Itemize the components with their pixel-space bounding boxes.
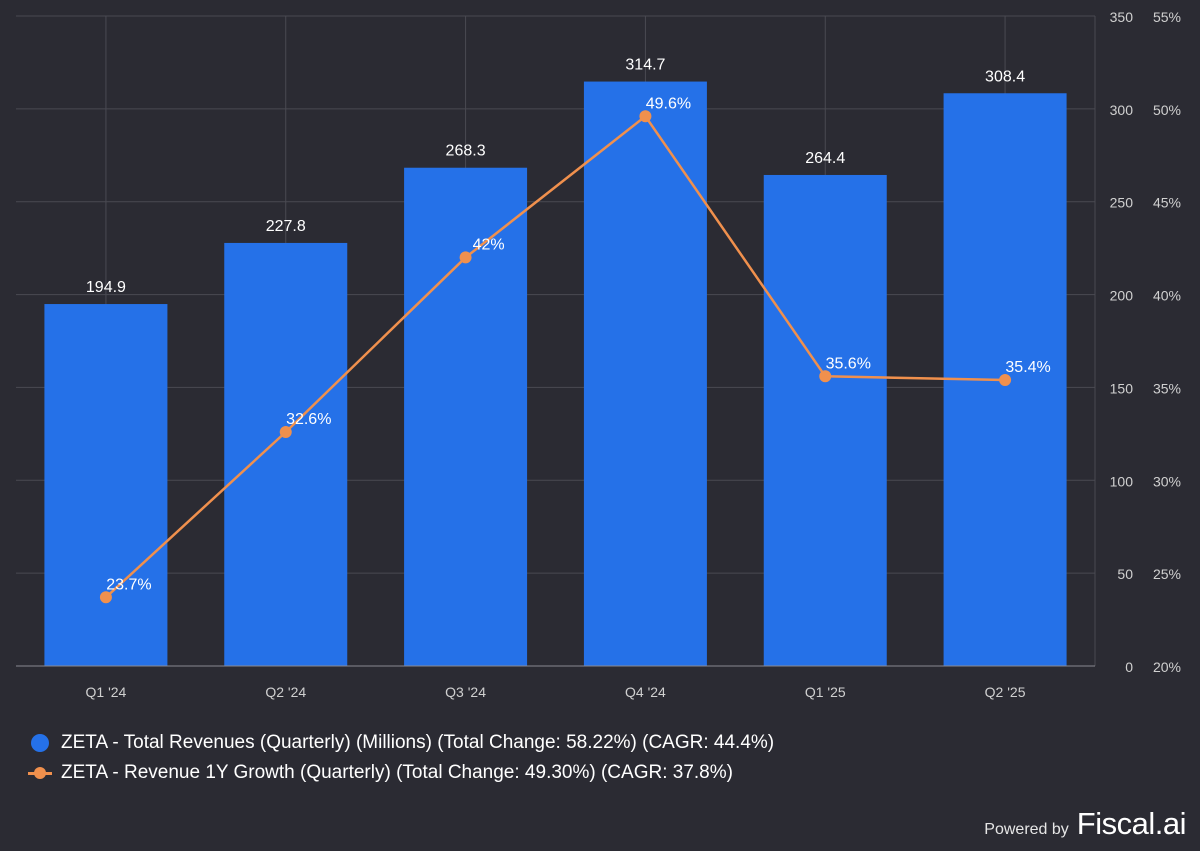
- y-left-tick-label: 100: [1110, 473, 1134, 489]
- y-right-tick-label: 50%: [1153, 102, 1181, 118]
- x-tick-label: Q1 '24: [86, 684, 127, 700]
- growth-value-label: 35.4%: [1005, 359, 1050, 376]
- growth-value-label: 42%: [473, 236, 505, 253]
- bar-value-label: 314.7: [625, 57, 665, 74]
- bar: [583, 81, 707, 667]
- axis-layer: 0 50 100 150 200 250 300 350 20% 25% 30% 35% 40% 45% 5…: [16, 9, 1181, 700]
- y-left-tick-label: 300: [1110, 102, 1134, 118]
- growth-point: [819, 370, 832, 383]
- legend-label-growth: ZETA - Revenue 1Y Growth (Quarterly) (To…: [61, 762, 733, 783]
- chart-svg: 194.9 227.8 268.3 314.7 264.4 308.4 23.7% 32.6%…: [16, 9, 1181, 700]
- bar-value-label: 308.4: [985, 68, 1025, 85]
- y-left-tick-label: 200: [1110, 288, 1134, 304]
- growth-value-label: 32.6%: [286, 411, 331, 428]
- bar: [44, 304, 168, 666]
- x-tick-label: Q1 '25: [805, 684, 846, 700]
- legend-item-revenues[interactable]: ZETA - Total Revenues (Quarterly) (Milli…: [28, 728, 774, 758]
- powered-by[interactable]: Powered by Fiscal.ai: [984, 806, 1186, 842]
- legend-item-growth[interactable]: ZETA - Revenue 1Y Growth (Quarterly) (To…: [28, 758, 774, 788]
- y-right-tick-label: 35%: [1153, 380, 1181, 396]
- growth-point: [459, 251, 472, 264]
- legend-marker-revenues: [31, 734, 49, 752]
- growth-value-label: 49.6%: [646, 95, 691, 112]
- bar-value-label: 268.3: [446, 143, 486, 160]
- grid-layer: [16, 15, 1096, 667]
- x-tick-label: Q4 '24: [625, 684, 666, 700]
- x-tick-label: Q3 '24: [445, 684, 486, 700]
- bar: [224, 242, 348, 666]
- y-right-tick-label: 55%: [1153, 9, 1181, 25]
- bar-value-label: 227.8: [266, 218, 306, 235]
- x-tick-label: Q2 '24: [265, 684, 306, 700]
- y-left-tick-label: 50: [1117, 566, 1133, 582]
- growth-point: [99, 591, 112, 604]
- growth-value-label: 23.7%: [106, 576, 151, 593]
- x-tick-label: Q2 '25: [985, 684, 1026, 700]
- y-right-tick-label: 45%: [1153, 195, 1181, 211]
- growth-line: [105, 115, 1006, 599]
- bar-value-label: 264.4: [805, 150, 845, 167]
- y-left-tick-label: 150: [1110, 380, 1134, 396]
- bar: [404, 167, 528, 666]
- bar-value-label: 194.9: [86, 279, 126, 296]
- y-left-tick-label: 0: [1125, 659, 1133, 675]
- label-layer: 194.9 227.8 268.3 314.7 264.4 308.4 23.7% 32.6%…: [86, 57, 1051, 594]
- growth-point: [639, 110, 652, 123]
- y-right-tick-label: 30%: [1153, 473, 1181, 489]
- legend: ZETA - Total Revenues (Quarterly) (Milli…: [28, 728, 774, 788]
- legend-marker-growth: [28, 764, 52, 782]
- bar-layer: [44, 81, 1067, 667]
- y-left-tick-label: 250: [1110, 195, 1134, 211]
- growth-value-label: 35.6%: [826, 355, 871, 372]
- growth-point: [279, 426, 292, 438]
- y-right-tick-label: 40%: [1153, 288, 1181, 304]
- legend-label-revenues: ZETA - Total Revenues (Quarterly) (Milli…: [61, 732, 775, 753]
- y-right-tick-label: 25%: [1153, 566, 1181, 582]
- powered-by-text: Powered by: [984, 821, 1069, 838]
- brand-logo: Fiscal.ai: [1076, 806, 1187, 841]
- y-right-tick-label: 20%: [1153, 659, 1181, 675]
- bar: [763, 174, 887, 666]
- line-layer: [99, 110, 1012, 604]
- growth-point: [999, 374, 1012, 386]
- y-left-tick-label: 350: [1110, 9, 1134, 25]
